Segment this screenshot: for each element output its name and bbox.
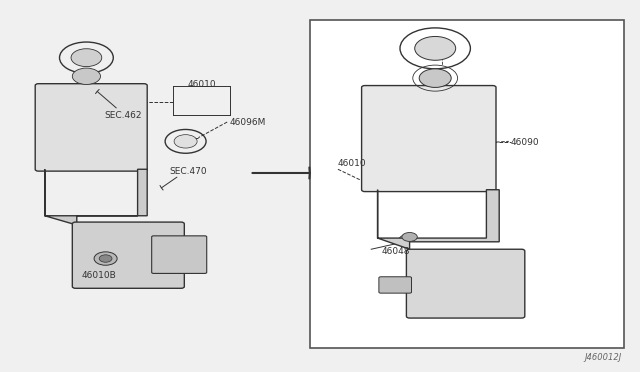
FancyBboxPatch shape: [406, 249, 525, 318]
Text: 46048: 46048: [381, 247, 410, 256]
Text: 46090: 46090: [511, 138, 540, 147]
Text: SEC.470: SEC.470: [170, 167, 207, 176]
Circle shape: [99, 255, 112, 262]
Text: 46010B: 46010B: [82, 271, 116, 280]
FancyBboxPatch shape: [152, 236, 207, 273]
Circle shape: [402, 232, 417, 241]
Text: J460012J: J460012J: [585, 353, 622, 362]
Circle shape: [94, 252, 117, 265]
Circle shape: [71, 49, 102, 67]
Polygon shape: [378, 190, 499, 249]
Circle shape: [72, 68, 100, 84]
Text: 46010: 46010: [338, 159, 367, 168]
Text: 46096M: 46096M: [229, 118, 266, 126]
FancyBboxPatch shape: [379, 277, 412, 293]
Text: SEC.462: SEC.462: [104, 111, 142, 120]
FancyBboxPatch shape: [72, 222, 184, 288]
FancyBboxPatch shape: [362, 86, 496, 192]
Circle shape: [415, 36, 456, 60]
FancyBboxPatch shape: [35, 84, 147, 171]
Text: 46010: 46010: [188, 80, 216, 89]
Circle shape: [174, 135, 197, 148]
Polygon shape: [45, 169, 147, 225]
Circle shape: [419, 69, 451, 87]
Bar: [310, 20, 624, 348]
